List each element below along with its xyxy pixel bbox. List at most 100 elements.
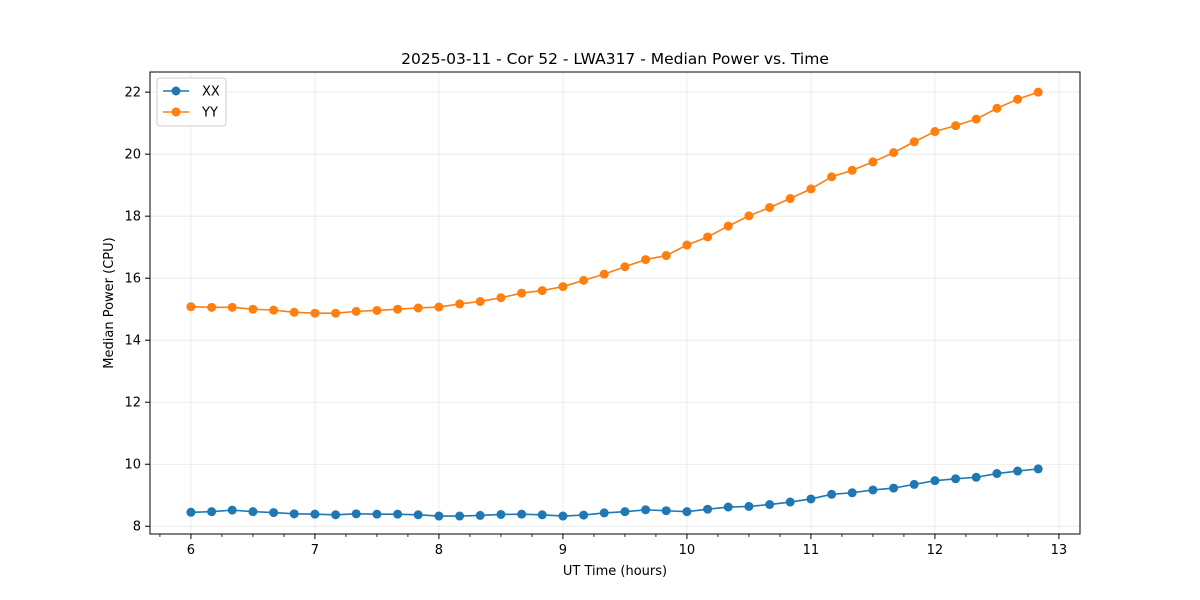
data-point-yy (765, 203, 775, 212)
data-point-yy (827, 172, 837, 182)
legend-marker-xx (171, 86, 181, 96)
data-point-xx (289, 509, 299, 519)
data-point-yy (806, 184, 816, 194)
y-tick-label: 10 (124, 458, 141, 473)
x-tick-label: 7 (311, 543, 319, 558)
data-point-xx (889, 483, 899, 493)
data-point-yy (703, 232, 713, 242)
data-point-yy (434, 302, 444, 312)
data-point-xx (455, 511, 465, 521)
data-point-xx (765, 500, 775, 510)
data-point-xx (351, 509, 361, 519)
y-tick-label: 20 (124, 148, 141, 163)
data-point-xx (1033, 464, 1043, 474)
data-point-xx (227, 505, 237, 515)
data-point-xx (868, 485, 878, 495)
data-point-yy (951, 121, 961, 131)
plot-frame (149, 71, 1081, 535)
data-point-yy (992, 103, 1002, 113)
data-point-yy (620, 262, 630, 272)
data-point-yy (1013, 94, 1023, 104)
data-point-xx (269, 508, 279, 518)
data-point-yy (413, 303, 423, 313)
data-point-xx (517, 509, 527, 519)
data-point-yy (372, 305, 382, 315)
legend-label-yy: YY (201, 106, 218, 121)
x-axis-label: UT Time (hours) (563, 564, 667, 579)
data-point-yy (310, 308, 320, 318)
data-point-xx (971, 472, 981, 482)
x-tick-label: 9 (559, 543, 567, 558)
x-tick-label: 10 (679, 543, 696, 558)
y-tick-label: 14 (124, 334, 141, 349)
x-tick-label: 8 (435, 543, 443, 558)
data-point-yy (661, 251, 671, 261)
chart-title: 2025-03-11 - Cor 52 - LWA317 - Median Po… (401, 50, 829, 68)
data-point-xx (207, 507, 217, 517)
data-point-yy (248, 304, 258, 314)
data-point-xx (641, 505, 651, 515)
data-point-xx (1013, 466, 1023, 476)
x-tick-label: 12 (927, 543, 944, 558)
data-point-yy (537, 286, 547, 296)
data-point-yy (496, 293, 506, 303)
data-point-xx (434, 511, 444, 521)
data-point-xx (909, 479, 919, 489)
data-point-xx (806, 494, 816, 504)
data-point-xx (331, 510, 341, 520)
data-point-xx (992, 469, 1002, 479)
data-point-yy (682, 240, 692, 250)
y-tick-label: 16 (124, 272, 141, 287)
data-point-yy (289, 307, 299, 317)
data-point-xx (393, 509, 403, 519)
data-point-xx (930, 476, 940, 486)
data-point-xx (310, 509, 320, 519)
data-point-yy (331, 308, 341, 318)
legend-marker-yy (171, 107, 181, 117)
data-point-xx (372, 509, 382, 519)
data-point-yy (930, 127, 940, 137)
data-point-xx (951, 474, 961, 484)
y-axis-label: Median Power (CPU) (102, 237, 117, 368)
data-point-yy (599, 269, 609, 279)
data-point-yy (393, 304, 403, 314)
data-point-yy (641, 255, 651, 265)
data-point-xx (413, 510, 423, 520)
data-point-xx (703, 504, 713, 514)
data-point-yy (351, 306, 361, 316)
data-point-yy (847, 165, 857, 175)
data-point-xx (682, 507, 692, 517)
data-point-xx (579, 510, 589, 520)
data-point-yy (517, 288, 527, 298)
x-tick-label: 11 (803, 543, 820, 558)
data-point-yy (186, 302, 196, 312)
data-point-yy (785, 194, 795, 204)
data-point-yy (1033, 87, 1043, 97)
data-point-xx (599, 508, 609, 518)
x-tick-label: 6 (187, 543, 195, 558)
data-point-xx (827, 489, 837, 499)
data-point-yy (269, 305, 279, 315)
x-tick-label: 13 (1051, 543, 1068, 558)
data-point-xx (785, 497, 795, 507)
data-point-yy (579, 275, 589, 285)
grid-lines (150, 72, 1080, 534)
data-point-xx (620, 507, 630, 517)
data-point-xx (661, 506, 671, 516)
legend: XX YY (156, 77, 227, 127)
y-tick-label: 12 (124, 396, 141, 411)
data-point-xx (847, 488, 857, 498)
data-point-xx (537, 510, 547, 520)
data-point-xx (723, 502, 733, 512)
data-point-yy (909, 137, 919, 147)
data-point-yy (889, 148, 899, 158)
data-point-yy (227, 302, 237, 312)
data-point-yy (475, 296, 485, 306)
y-tick-label: 8 (133, 520, 141, 535)
data-point-xx (248, 507, 258, 517)
data-point-yy (723, 221, 733, 231)
data-point-yy (455, 299, 465, 309)
y-tick-label: 18 (124, 210, 141, 225)
data-point-xx (744, 501, 754, 511)
